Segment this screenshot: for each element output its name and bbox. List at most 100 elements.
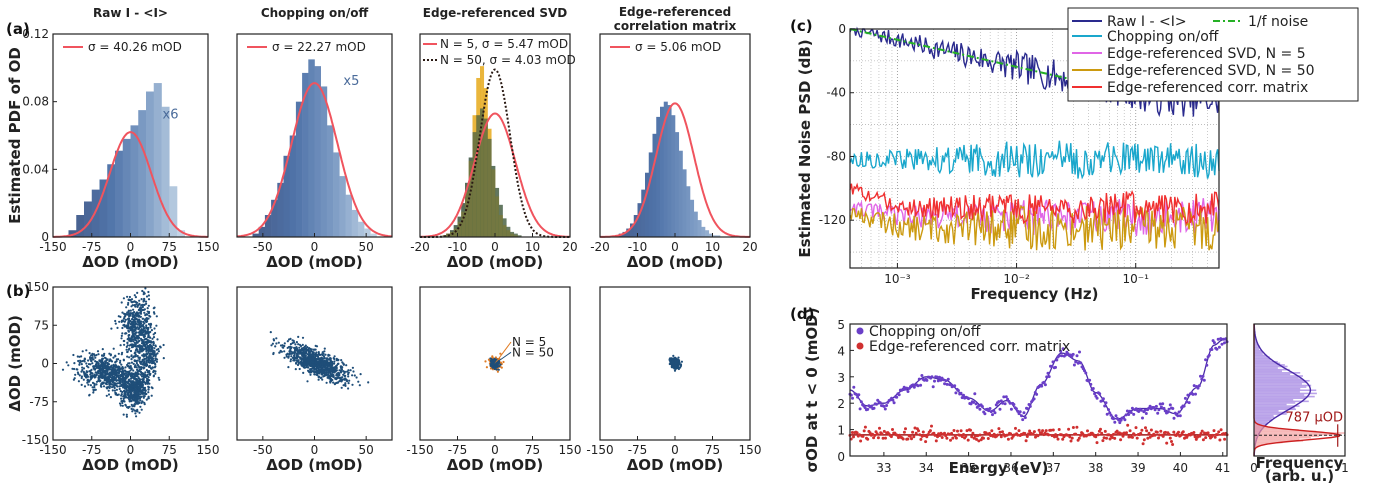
scatter-point bbox=[347, 387, 350, 390]
y-axis-label: Estimated Noise PSD (dB) bbox=[796, 39, 814, 257]
data-point-chopping bbox=[1108, 411, 1112, 415]
scatter-point bbox=[340, 359, 343, 362]
data-point-chopping bbox=[1028, 404, 1032, 408]
scatter-point bbox=[117, 372, 120, 375]
data-point-corr bbox=[1203, 431, 1206, 435]
scatter-point bbox=[333, 362, 336, 365]
scatter-point bbox=[122, 376, 125, 379]
histogram-bar bbox=[326, 125, 334, 237]
scatter-point bbox=[104, 372, 107, 375]
scatter-point bbox=[149, 352, 152, 355]
scatter-point bbox=[340, 378, 343, 381]
x-tick-label: 40 bbox=[1173, 461, 1188, 475]
scatter-point bbox=[115, 365, 118, 368]
scatter-point bbox=[154, 344, 157, 347]
data-point-corr bbox=[858, 433, 861, 437]
x-tick-label: 10⁻² bbox=[1003, 272, 1030, 286]
gaussian-fit-line bbox=[600, 102, 750, 238]
side-histogram-bar bbox=[1254, 441, 1283, 444]
scatter-point bbox=[130, 407, 133, 410]
scatter-point bbox=[144, 329, 147, 333]
x-axis-label: ΔOD (mOD) bbox=[447, 456, 544, 474]
side-histogram-bar bbox=[1254, 403, 1287, 406]
scatter-point bbox=[111, 381, 114, 384]
scatter-point bbox=[128, 386, 131, 389]
scatter-point bbox=[109, 396, 112, 399]
data-point-chopping bbox=[1072, 363, 1076, 367]
scatter-point bbox=[104, 357, 107, 360]
scatter-point bbox=[298, 367, 301, 371]
x-tick-label: 150 bbox=[197, 443, 220, 457]
data-point-chopping bbox=[1219, 337, 1223, 341]
side-histogram-bar bbox=[1254, 346, 1261, 349]
data-point-corr bbox=[1194, 437, 1198, 441]
scatter-point bbox=[303, 347, 306, 350]
histogram-bar bbox=[277, 182, 284, 237]
data-point-chopping bbox=[911, 383, 915, 387]
scatter-point bbox=[95, 360, 98, 364]
scatter-point bbox=[151, 337, 154, 340]
data-point-chopping bbox=[1127, 413, 1131, 416]
side-histogram-bar bbox=[1254, 429, 1299, 431]
data-point-chopping bbox=[1076, 361, 1080, 365]
data-point-chopping bbox=[1143, 408, 1147, 412]
data-point-corr bbox=[1009, 432, 1013, 436]
scatter-point bbox=[138, 299, 141, 302]
scatter-point bbox=[127, 298, 130, 301]
data-point-chopping bbox=[960, 396, 964, 400]
histogram-bar bbox=[637, 203, 642, 237]
scatter-point bbox=[334, 382, 337, 385]
scatter-point bbox=[142, 392, 146, 395]
scatter-point bbox=[142, 396, 145, 399]
scatter-point bbox=[129, 375, 132, 378]
scatter-point bbox=[109, 365, 112, 369]
scatter-point bbox=[296, 363, 300, 367]
histogram-bar bbox=[258, 226, 266, 237]
scatter-point bbox=[76, 368, 79, 371]
scatter-point bbox=[325, 373, 328, 376]
scatter-point bbox=[130, 358, 133, 361]
data-point-chopping bbox=[1205, 363, 1209, 367]
y-tick-label: 1 bbox=[837, 424, 845, 438]
scatter-point bbox=[675, 357, 678, 361]
scatter-point bbox=[120, 397, 123, 400]
scatter-point bbox=[142, 358, 145, 361]
side-histogram-bar bbox=[1254, 360, 1278, 363]
data-point-chopping bbox=[1008, 401, 1012, 405]
data-point-corr bbox=[1145, 429, 1149, 433]
scatter-point bbox=[144, 338, 147, 341]
scatter-point bbox=[132, 362, 135, 365]
scatter-point bbox=[132, 313, 135, 316]
side-histogram-bar bbox=[1254, 419, 1273, 422]
scatter-point bbox=[306, 361, 309, 364]
x-tick-label: 50 bbox=[359, 443, 374, 457]
scatter-point bbox=[124, 386, 127, 389]
y-tick-label: -40 bbox=[826, 86, 846, 100]
scatter-point bbox=[310, 348, 313, 351]
scatter-point bbox=[309, 373, 312, 376]
scatter-point bbox=[137, 369, 140, 373]
scatter-point bbox=[142, 303, 146, 306]
data-point-corr bbox=[1101, 439, 1105, 443]
data-point-chopping bbox=[972, 400, 976, 404]
side-histogram-bar bbox=[1254, 343, 1258, 346]
scatter-point bbox=[155, 315, 158, 318]
data-point-corr bbox=[1119, 438, 1123, 442]
scatter-point bbox=[140, 368, 143, 371]
scatter-point bbox=[135, 373, 138, 376]
data-point-chopping bbox=[943, 382, 947, 386]
y-tick-label: -150 bbox=[22, 433, 49, 447]
data-point-corr bbox=[1131, 435, 1134, 439]
x-tick-label: 10⁻¹ bbox=[1123, 272, 1150, 286]
data-point-corr bbox=[1159, 429, 1163, 433]
scatter-point bbox=[134, 412, 137, 415]
scatter-point bbox=[301, 343, 304, 346]
data-point-chopping bbox=[1178, 414, 1182, 418]
value-annotation: 787 μOD bbox=[1286, 411, 1343, 426]
data-point-chopping bbox=[1051, 360, 1055, 364]
scatter-point bbox=[137, 340, 140, 343]
data-point-chopping bbox=[969, 402, 973, 406]
data-point-corr bbox=[928, 429, 932, 433]
data-point-chopping bbox=[1042, 380, 1046, 384]
data-point-chopping bbox=[1167, 407, 1171, 411]
